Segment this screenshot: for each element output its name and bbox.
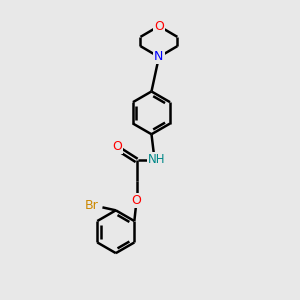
Text: NH: NH bbox=[148, 153, 165, 166]
Text: O: O bbox=[112, 140, 122, 153]
Text: N: N bbox=[154, 50, 164, 64]
Text: Br: Br bbox=[85, 200, 99, 212]
Text: O: O bbox=[154, 20, 164, 33]
Text: O: O bbox=[131, 194, 141, 207]
